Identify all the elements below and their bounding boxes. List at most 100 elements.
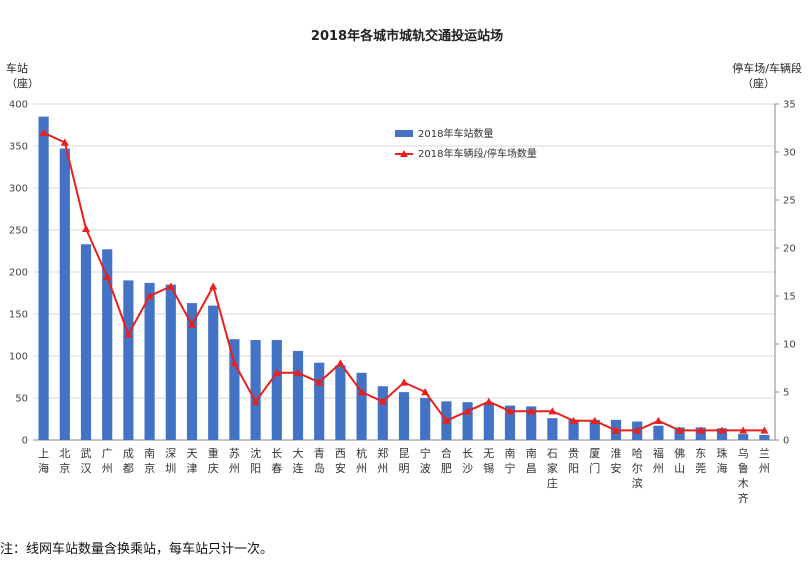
category-char: 南 [144,447,155,460]
footnote: 注：线网车站数量含换乘站，每车站只计一次。 [0,542,274,557]
category-label: 石家庄 [547,447,558,490]
bar [462,402,473,440]
left-tick-label: 100 [9,352,28,363]
left-tick-label: 150 [9,310,28,321]
category-char: 佛 [674,447,685,460]
legend: 2018年车站数量 2018年车辆段/停车场数量 [395,127,537,160]
left-axis-ticks: 0 50 100 150 200 250 300 350 400 [9,100,28,447]
category-char: 海 [38,461,49,475]
bar [335,365,346,440]
category-char: 安 [611,461,622,475]
line-series [39,128,769,434]
category-char: 州 [229,462,240,475]
left-axis-title-line: 车站 [6,61,28,75]
category-label: 长沙 [462,447,473,475]
line-point [569,416,578,424]
category-char: 连 [293,462,304,475]
category-label: 珠海 [717,446,728,475]
category-char: 深 [165,447,176,460]
legend-swatch-marker [400,150,408,157]
left-tick-label: 300 [9,184,28,195]
category-char: 广 [102,447,113,460]
chart-title: 2018年各城市城轨交通投运站场 [311,28,503,44]
category-label: 武汉 [81,447,92,475]
category-label: 贵阳 [568,447,579,475]
category-char: 沈 [250,446,261,460]
line-point [548,407,557,415]
category-label: 哈尔滨 [632,447,643,490]
category-char: 南 [526,447,537,460]
bar [695,427,706,440]
right-tick-label: 20 [783,244,796,255]
category-char: 杭 [356,446,367,460]
category-label: 宁波 [420,446,431,475]
category-char: 阳 [568,462,579,475]
category-char: 汉 [81,462,92,475]
bar [759,434,770,440]
category-char: 岛 [314,461,325,475]
right-tick-label: 15 [783,292,796,303]
line-point [103,272,112,280]
category-char: 州 [653,462,664,475]
bar [165,284,176,440]
category-char: 尔 [632,462,643,475]
line-point [378,397,387,405]
bar [80,244,92,440]
category-label: 成都 [123,447,134,475]
category-label: 青岛 [314,447,325,475]
category-char: 上 [38,447,49,460]
category-label: 深圳 [165,447,176,475]
line-point [60,138,69,146]
category-label: 重庆 [208,446,219,475]
bar [38,116,49,440]
line-point [633,426,642,434]
bar [271,340,282,440]
bar [738,434,749,440]
bar [102,249,113,440]
category-char: 春 [271,462,282,475]
category-char: 都 [123,462,134,475]
category-char: 昆 [399,447,410,460]
line-point [145,292,154,300]
bar-series [38,116,770,440]
category-char: 武 [81,447,92,460]
category-char: 阳 [250,462,261,475]
category-char: 青 [314,447,325,460]
right-axis-ticks: 0 5 10 15 20 25 30 35 [774,100,796,447]
category-label: 南宁 [505,447,516,475]
line-point [357,388,366,396]
category-label: 长春 [271,447,282,475]
legend-label-line: 2018年车辆段/停车场数量 [418,147,537,160]
bar [292,350,304,440]
bar [186,303,198,440]
category-char: 州 [102,462,113,475]
bar [674,427,685,440]
left-tick-label: 250 [9,226,28,237]
bar [377,386,388,440]
category-char: 成 [123,447,134,460]
line-point [484,397,493,405]
category-label: 西安 [335,447,346,475]
category-char: 门 [589,461,600,475]
line-point [421,388,430,396]
category-char: 鲁 [738,461,749,475]
category-label: 无锡 [483,447,494,475]
line-point [230,359,239,367]
category-char: 圳 [165,462,176,475]
category-char: 安 [335,461,346,475]
category-char: 郑 [377,446,388,460]
category-char: 大 [293,446,304,460]
right-tick-label: 35 [783,100,796,111]
line-point [760,426,769,434]
bar [589,419,600,440]
category-char: 重 [208,446,219,460]
category-char: 莞 [695,462,706,475]
category-char: 庆 [208,461,219,475]
category-label: 合肥 [441,446,452,475]
line-point [251,397,260,405]
category-char: 贵 [568,447,579,460]
category-label: 苏州 [229,447,240,475]
category-char: 福 [653,446,664,460]
right-tick-label: 5 [783,388,789,399]
